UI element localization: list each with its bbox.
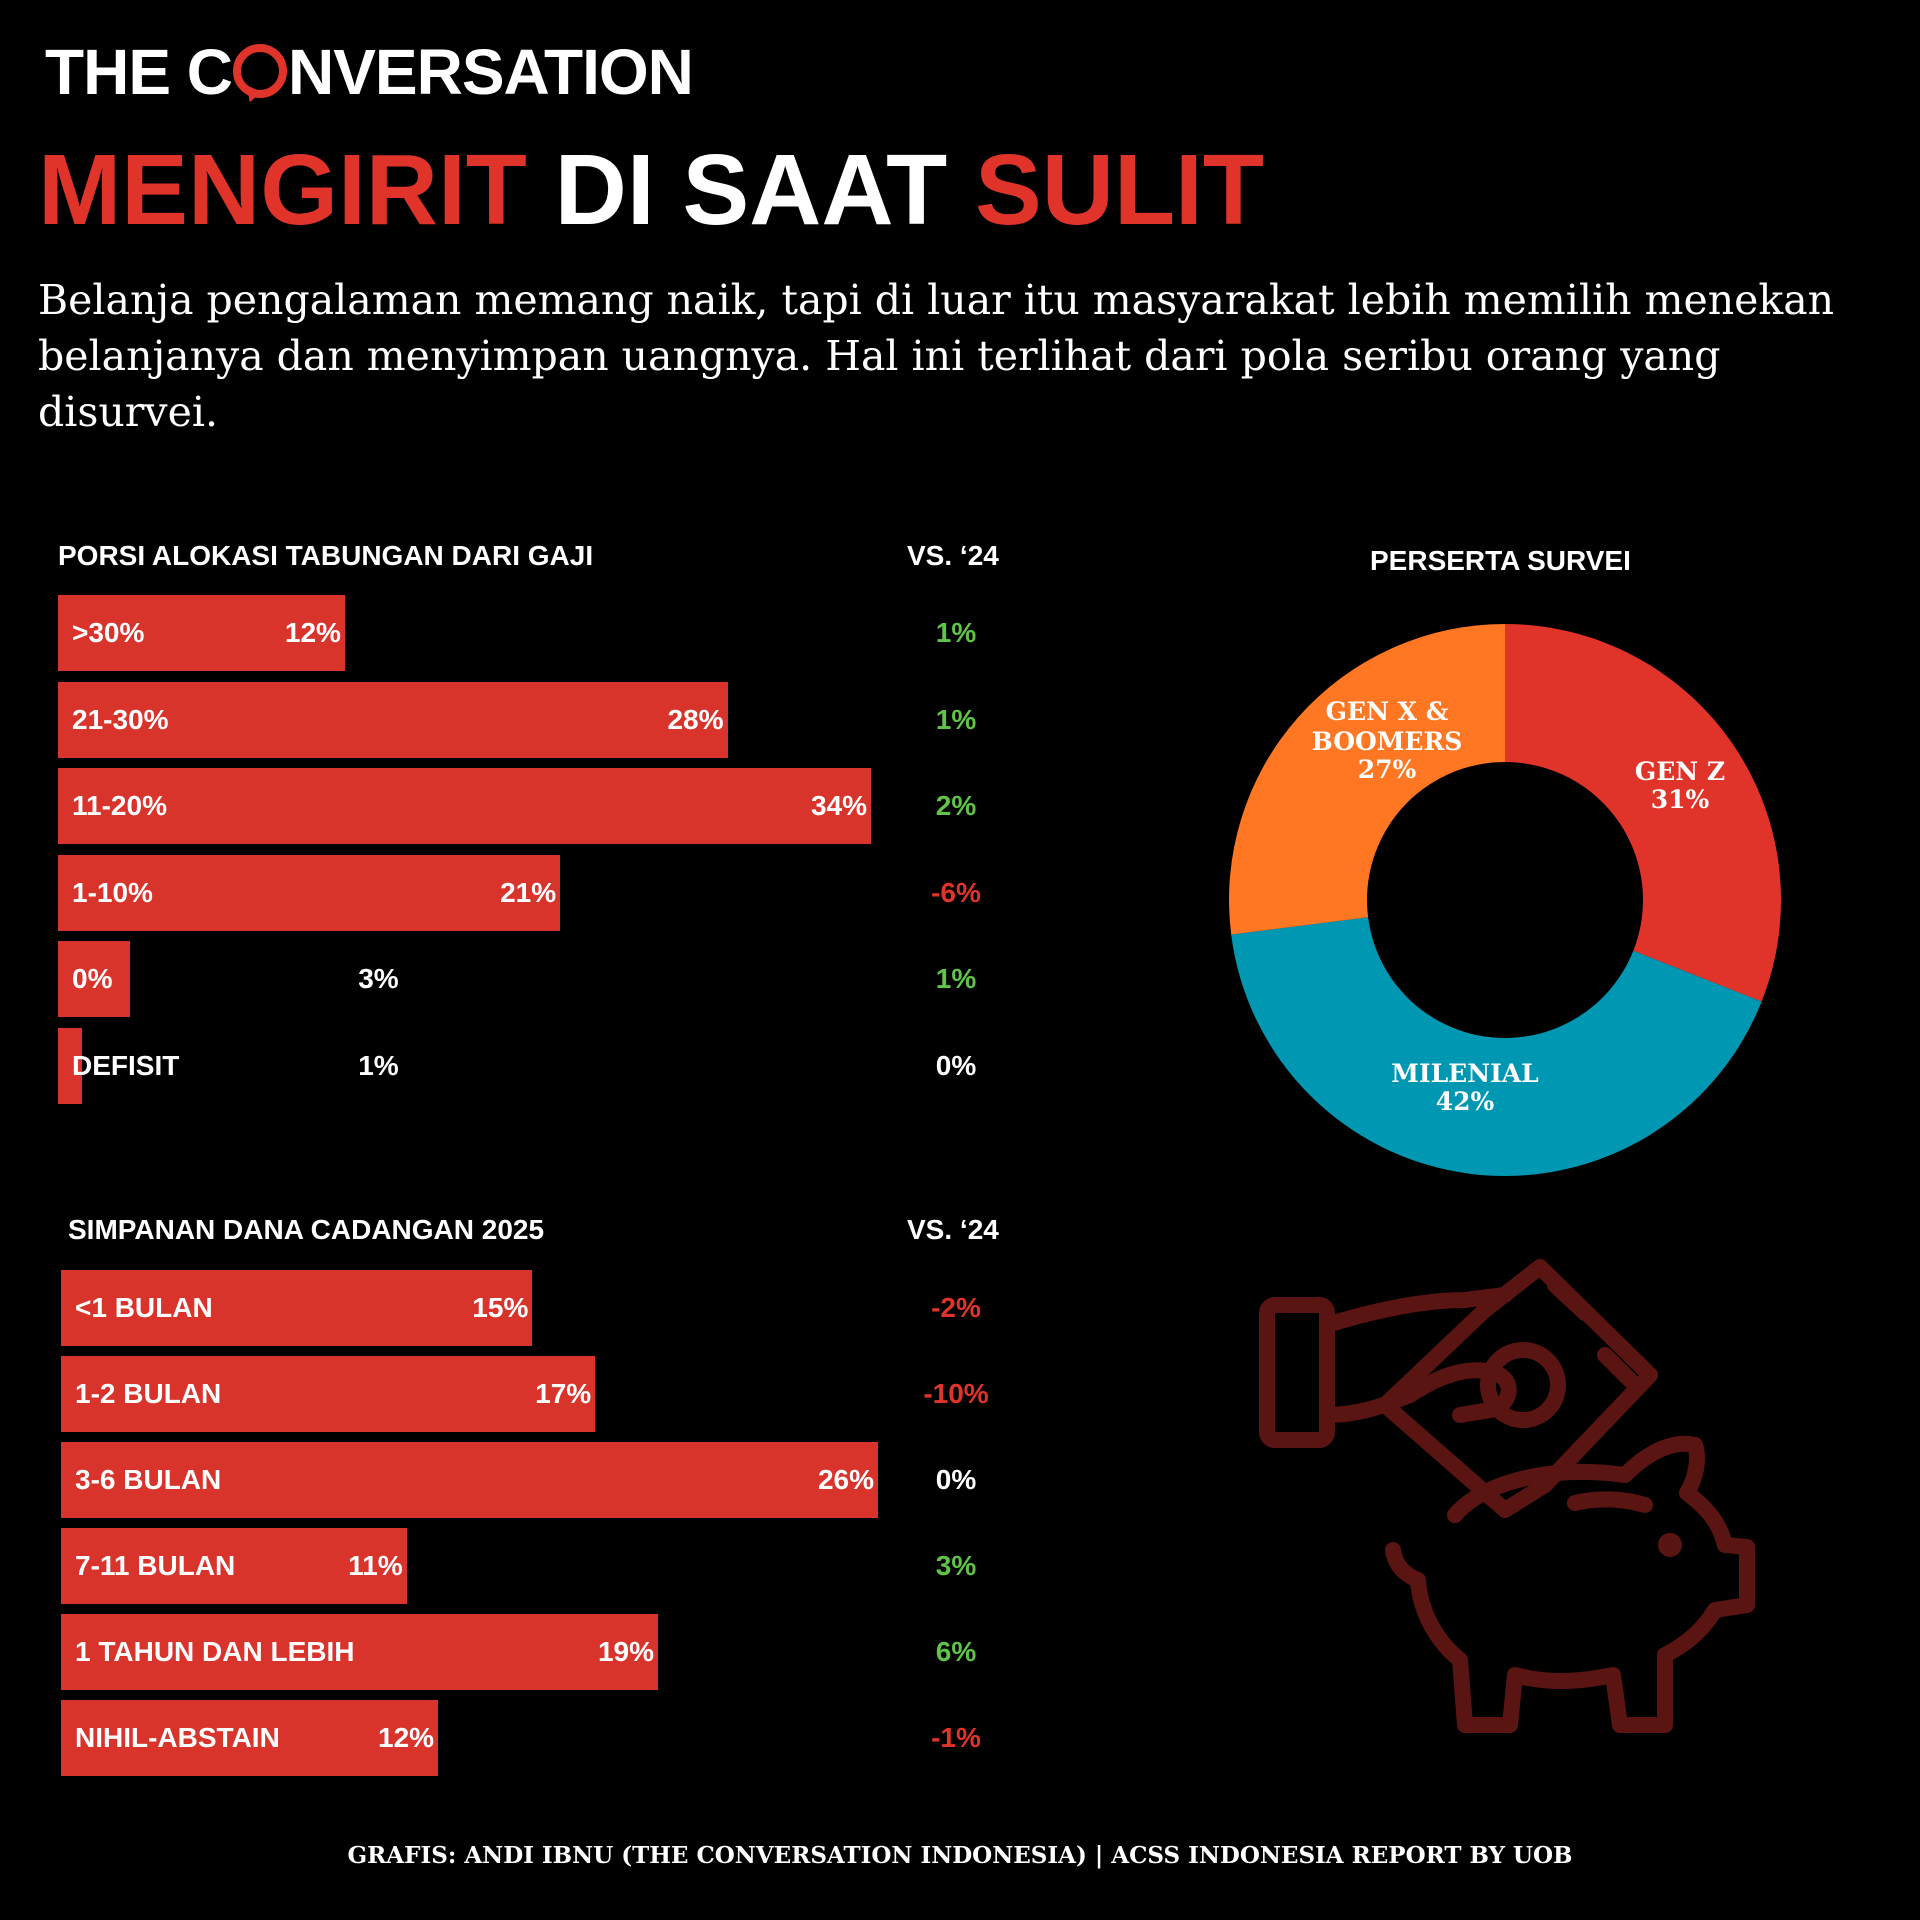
bar-1 — [58, 681, 728, 758]
bar-value-label: 15% — [472, 1292, 529, 1323]
bar-value-label: 11% — [348, 1550, 403, 1581]
bar-category-label: 1-10% — [72, 876, 153, 908]
page-title: MENGIRIT DI SAAT SULIT — [38, 140, 1264, 240]
bar-value-label: 17% — [535, 1378, 592, 1409]
change-value: -10% — [923, 1378, 989, 1409]
donut-slice-1 — [1231, 917, 1762, 1176]
logo: THE C NVERSATION — [45, 36, 694, 108]
bar-category-label: 3-6 BULAN — [75, 1464, 222, 1495]
slice-value-genx: 27% — [1358, 755, 1417, 784]
bar-2 — [58, 768, 871, 844]
bar-value-label: 28% — [667, 703, 724, 735]
bar-1 — [61, 1356, 596, 1432]
speech-bubble-o-icon — [233, 44, 287, 98]
title-part-3: SULIT — [975, 134, 1264, 246]
change-value: 1% — [935, 703, 977, 735]
change-value: -2% — [931, 1292, 981, 1323]
bar-category-label: >30% — [72, 617, 145, 648]
bar-value-label: 12% — [284, 617, 341, 648]
change-value: 0% — [935, 1464, 977, 1495]
change-value: 0% — [935, 1049, 977, 1081]
bar-5 — [58, 1027, 82, 1104]
credit-line: GRAFIS: ANDI IBNU (THE CONVERSATION INDO… — [347, 1842, 1573, 1869]
donut-slice-2 — [1229, 624, 1505, 935]
bar-value-label: 3% — [358, 963, 399, 994]
bar-3 — [58, 854, 561, 931]
chart1-change-header: VS. ‘24 — [907, 540, 999, 571]
bar-category-label: 0% — [72, 963, 113, 994]
bar-2 — [61, 1442, 878, 1518]
change-value: 3% — [935, 1550, 977, 1581]
bar-category-label: NIHIL-ABSTAIN — [75, 1722, 280, 1753]
bar-category-label: <1 BULAN — [75, 1292, 213, 1323]
bar-value-label: 26% — [817, 1464, 874, 1495]
bar-category-label: DEFISIT — [72, 1049, 180, 1081]
chart2-title: SIMPANAN DANA CADANGAN 2025 — [68, 1214, 545, 1245]
bar-category-label: 11-20% — [72, 790, 167, 821]
hand-money-piggy-bank-icon — [1259, 1259, 1755, 1733]
bar-4 — [61, 1614, 659, 1690]
change-value: 6% — [935, 1636, 977, 1667]
bar-0 — [58, 595, 345, 671]
bar-3 — [61, 1528, 407, 1604]
slice-label-milenial: MILENIAL — [1391, 1059, 1539, 1088]
change-value: -1% — [931, 1722, 981, 1753]
bar-5 — [61, 1700, 439, 1776]
bar-category-label: 21-30% — [72, 703, 169, 735]
bar-value-label: 12% — [378, 1722, 435, 1753]
title-part-1: MENGIRIT — [38, 134, 527, 246]
slice-label-genx-2: BOOMERS — [1312, 727, 1463, 756]
slice-label-genx-1: GEN X & — [1326, 697, 1449, 726]
title-part-2: DI SAAT — [554, 134, 948, 246]
subtitle: Belanja pengalaman memang naik, tapi di … — [38, 276, 1835, 436]
change-value: 1% — [935, 963, 977, 994]
bar-category-label: 1-2 BULAN — [75, 1378, 222, 1409]
bar-value-label: 34% — [810, 790, 867, 821]
bar-value-label: 1% — [358, 1049, 399, 1081]
bar-category-label: 7-11 BULAN — [75, 1550, 236, 1581]
donut-slice-0 — [1505, 624, 1781, 1002]
bar-category-label: 1 TAHUN DAN LEBIH — [75, 1636, 355, 1667]
chart2-change-header: VS. ‘24 — [907, 1214, 999, 1245]
bar-value-label: 19% — [597, 1636, 655, 1667]
bar-value-label: 21% — [500, 876, 557, 908]
bar-4 — [58, 941, 130, 1017]
pie-title: PERSERTA SURVEI — [1370, 545, 1631, 576]
change-value: 2% — [935, 790, 977, 821]
slice-value-genz: 31% — [1651, 785, 1710, 814]
chart1-title: PORSI ALOKASI TABUNGAN DARI GAJI — [58, 540, 594, 571]
bar-0 — [61, 1270, 533, 1346]
slice-value-milenial: 42% — [1436, 1087, 1495, 1116]
change-value: -6% — [931, 876, 981, 908]
slice-label-genz: GEN Z — [1635, 757, 1725, 786]
change-value: 1% — [935, 617, 977, 648]
